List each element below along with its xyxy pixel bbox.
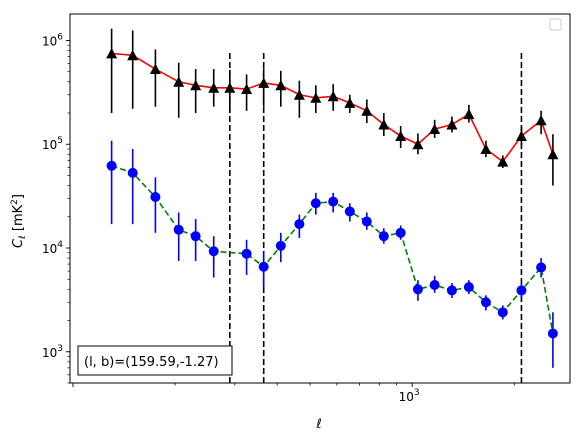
series-1-point-2: [127, 49, 139, 61]
series-1-point-19: [429, 123, 441, 135]
series-1-point-22: [480, 143, 492, 154]
series-2-point-22: [497, 307, 508, 318]
series-1-point-8: [241, 83, 253, 95]
series-1-point-7: [224, 82, 236, 93]
series-1-point-15: [361, 105, 373, 116]
y-tick-label-3: 105: [42, 136, 63, 152]
legend-box: [549, 18, 562, 31]
series-1-point-25: [535, 114, 547, 126]
series-1-point-26: [547, 148, 559, 160]
series-2-point-11: [310, 198, 321, 209]
series-1-point-24: [515, 130, 527, 141]
series-1-point-4: [173, 76, 185, 87]
series-2-point-2: [127, 167, 138, 178]
series-2-point-13: [344, 206, 355, 217]
y-tick-label-2: 104: [42, 240, 63, 256]
series-2-point-19: [446, 285, 457, 296]
series-2: [106, 140, 558, 368]
series-2-point-3: [150, 192, 161, 203]
series-1-point-16: [378, 118, 390, 130]
location-annotation: (l, b)=(159.59,-1.27): [77, 345, 233, 376]
series-2-point-8: [258, 261, 269, 272]
annotation-box: [77, 345, 233, 376]
series-2-point-21: [480, 297, 491, 308]
plot-area: 103 103 104 105 106: [42, 13, 571, 404]
series-2-point-24: [536, 262, 547, 273]
series-1-point-23: [497, 156, 509, 167]
y-tick-label-1: 103: [42, 344, 63, 360]
series-2-point-12: [328, 196, 339, 207]
series-1-point-3: [149, 63, 161, 75]
y-tick-label-4: 106: [42, 32, 63, 48]
x-tick-label-1: 103: [399, 388, 420, 404]
series-2-point-18: [429, 280, 440, 291]
y-axis-label: Cℓ [mK2]: [10, 194, 28, 248]
series-1-point-20: [446, 118, 458, 130]
series-1-point-10: [275, 79, 287, 91]
series-2-point-15: [378, 231, 389, 242]
series-1-point-21: [463, 108, 475, 120]
series-1-point-1: [106, 47, 118, 59]
series-2-point-16: [395, 227, 406, 238]
series-2-point-9: [275, 240, 286, 251]
series-2-point-20: [463, 282, 474, 293]
series-1-point-13: [327, 90, 339, 102]
series-2-point-10: [294, 219, 305, 230]
series-1: [106, 28, 559, 186]
series-2-point-1: [106, 160, 117, 171]
annotation-text: (l, b)=(159.59,-1.27): [84, 355, 219, 370]
series-2-point-7: [241, 248, 252, 259]
axes-frame: [69, 13, 571, 384]
series-1-point-11: [293, 89, 305, 100]
series-2-point-4: [173, 224, 184, 235]
series-2-point-5: [190, 231, 201, 242]
series-1-point-6: [208, 82, 220, 93]
series-1-point-9: [258, 77, 270, 88]
series-1-point-17: [395, 130, 407, 141]
series-2-point-17: [412, 284, 423, 295]
series-1-point-14: [344, 97, 356, 108]
series-1-point-12: [310, 92, 322, 103]
series-2-point-14: [361, 216, 372, 227]
series-2-point-23: [516, 285, 527, 296]
series-1-point-5: [190, 79, 202, 91]
series-1-point-18: [412, 138, 424, 150]
series-2-point-6: [208, 246, 219, 257]
x-axis-label: ℓ: [315, 417, 321, 432]
series-2-point-25: [547, 328, 558, 339]
